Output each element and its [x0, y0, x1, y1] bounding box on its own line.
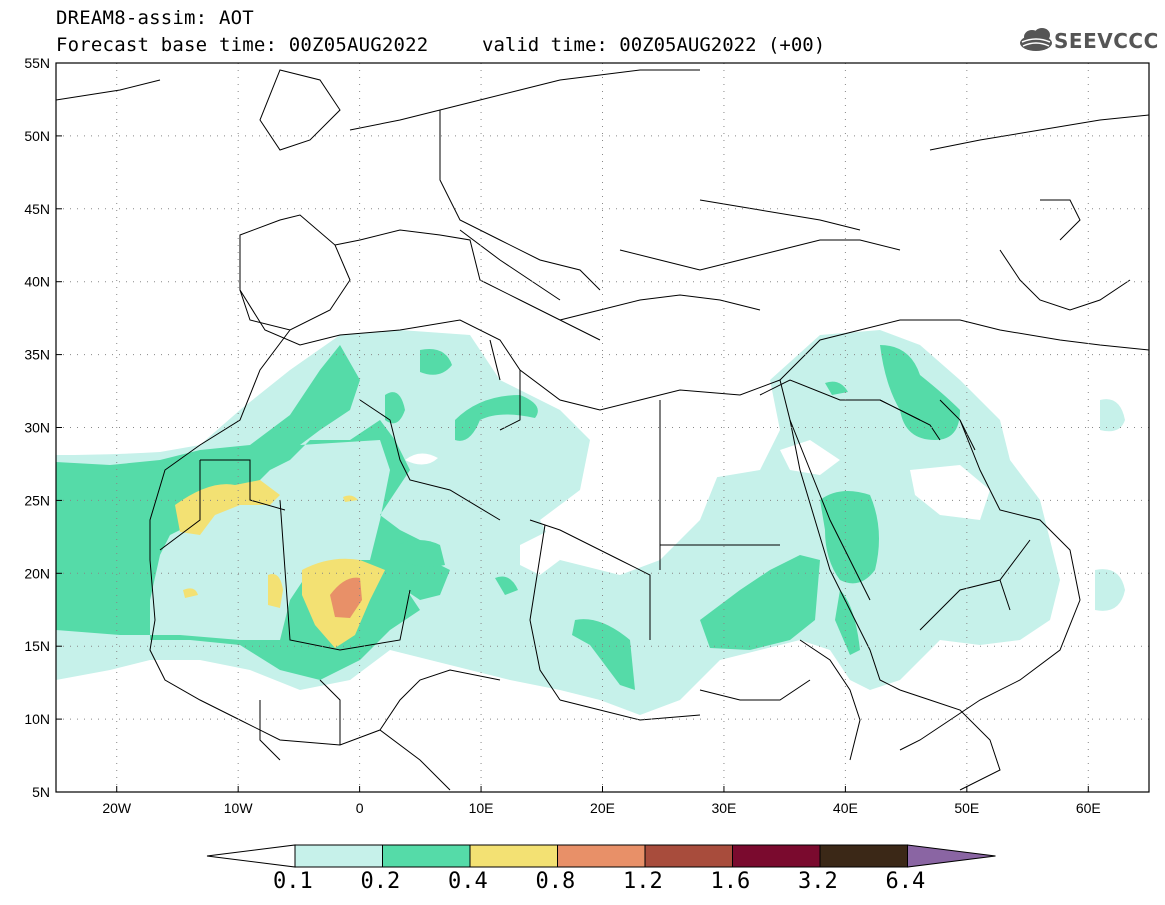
lon-label: 10E	[469, 800, 494, 816]
aot-holes	[405, 400, 990, 575]
cloud-icon	[1020, 28, 1052, 51]
colorbar-arrow-high	[907, 844, 996, 868]
lat-label: 35N	[24, 347, 50, 363]
logo-text: SEEVCCC	[1054, 29, 1159, 53]
lat-label: 45N	[24, 201, 50, 217]
lon-label: 0	[356, 800, 364, 816]
graticule	[56, 63, 1149, 792]
map-title: DREAM8-assim: AOT	[56, 7, 254, 29]
colorbar-label: 1.6	[710, 869, 751, 894]
lat-label: 10N	[24, 711, 50, 727]
colorbar-label: 6.4	[885, 869, 926, 894]
lon-label: 50E	[954, 800, 979, 816]
lat-label: 25N	[24, 492, 50, 508]
colorbar-arrow-low	[206, 844, 296, 868]
colorbar-label: 0.1	[273, 869, 313, 894]
longitude-labels: 20W 10W 0 10E 20E 30E 40E 50E 60E	[102, 786, 1101, 816]
lat-label: 15N	[24, 638, 50, 654]
lon-label: 60E	[1076, 800, 1101, 816]
colorbar-label: 1.2	[623, 869, 663, 894]
colorbar-swatch	[382, 844, 471, 868]
lon-label: 10W	[224, 800, 254, 816]
colorbar-label: 0.4	[448, 869, 488, 894]
coastlines	[56, 69, 1149, 791]
aot-band-0.8-1.2	[330, 577, 362, 618]
forecast-base-time: Forecast base time: 00Z05AUG2022	[56, 34, 429, 56]
lon-label: 30E	[711, 800, 736, 816]
valid-time: valid time: 00Z05AUG2022 (+00)	[482, 34, 826, 56]
seevccc-logo	[1020, 28, 1052, 51]
lat-label: 40N	[24, 274, 50, 290]
colorbar-label: 0.8	[535, 869, 576, 894]
colorbar-swatch	[469, 844, 558, 868]
lon-label: 20W	[102, 800, 132, 816]
lat-label: 30N	[24, 420, 50, 436]
colorbar-label: 3.2	[798, 869, 838, 894]
lat-label: 5N	[32, 784, 50, 800]
lon-label: 20E	[590, 800, 615, 816]
colorbar-swatch	[294, 844, 383, 868]
lat-label: 50N	[24, 128, 50, 144]
colorbar-swatch	[644, 844, 733, 868]
lat-label: 55N	[24, 55, 50, 71]
colorbar-label: 0.2	[360, 869, 401, 894]
colorbar-swatch	[557, 844, 646, 868]
lat-label: 20N	[24, 565, 50, 581]
map-plot-area	[56, 63, 1149, 792]
lon-label: 40E	[833, 800, 858, 816]
colorbar-swatch	[819, 844, 908, 868]
latitude-labels: 55N 50N 45N 40N 35N 30N 25N 20N 15N 10N 5N	[24, 55, 62, 800]
colorbar-swatch	[732, 844, 821, 868]
